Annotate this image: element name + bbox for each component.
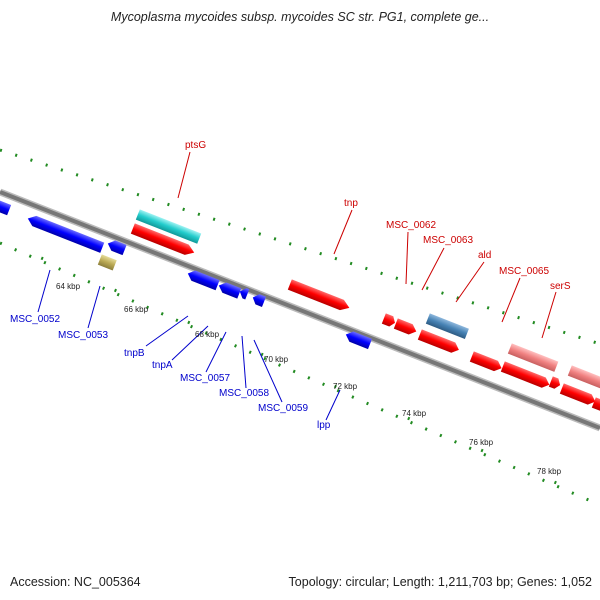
gene-serS-arrow[interactable] [559,383,598,406]
reverse-gene-labels: MSC_0052 MSC_0053 tnpB tnpA MSC_0057 MSC… [10,314,331,431]
genome-backbone [0,188,600,432]
tick-label-70: 70 kbp [264,355,289,364]
leader-msc-0065 [501,277,521,323]
leader-tnpB [145,315,189,347]
leader-lines [37,151,557,421]
leader-msc-0062 [405,231,409,285]
tick-label-74: 74 kbp [402,409,427,418]
gene-msc-0057-arrow[interactable] [238,286,250,300]
leader-msc-0052 [37,269,51,313]
inner-tick-track [0,241,600,507]
gene-lpp-arrow[interactable] [344,329,373,350]
gene-label-tnpA[interactable]: tnpA [152,360,173,371]
gene-label-serS[interactable]: serS [550,281,571,292]
gene-label-msc-0065[interactable]: MSC_0065 [499,266,549,277]
gene-msc-0062-arrow[interactable] [393,318,419,336]
leader-tnp [333,209,353,255]
gene-label-ald[interactable]: ald [478,250,491,261]
leader-ald [455,261,485,303]
gene-ald-arrow[interactable] [469,351,504,373]
gene-small-fwd-2[interactable] [548,376,562,390]
gene-msc-0053-arrow[interactable] [106,238,127,256]
accession-text: Accession: NC_005364 [10,575,141,589]
leader-msc-0057 [205,331,227,373]
feature-cyan-block[interactable] [135,209,202,244]
tick-tracks [0,148,600,507]
tick-label-76: 76 kbp [469,438,494,447]
gene-label-msc-0059[interactable]: MSC_0059 [258,403,308,414]
feature-olive-block[interactable] [97,254,117,271]
feature-pink-block-2[interactable] [567,365,600,391]
leader-msc-0053 [87,285,101,329]
gene-msc-0063-arrow[interactable] [417,329,461,355]
gene-msc-0058-arrow[interactable] [251,292,266,307]
feature-steelblue-block[interactable] [425,313,469,339]
leader-lpp [325,389,341,421]
leader-msc-0058 [241,335,247,389]
feature-pink-block-1[interactable] [507,343,559,372]
leader-ptsG [177,151,191,199]
gene-edge-rev[interactable] [0,200,12,216]
reverse-strand-genes [0,200,373,350]
gene-label-msc-0052[interactable]: MSC_0052 [10,314,60,325]
gene-ptsG-arrow[interactable] [130,223,196,257]
gene-label-msc-0063[interactable]: MSC_0063 [423,235,473,246]
leader-msc-0059 [253,339,283,403]
forward-gene-labels: ptsG tnp MSC_0062 MSC_0063 ald MSC_0065 … [185,140,571,292]
tick-label-78: 78 kbp [537,467,562,476]
tick-label-66: 66 kbp [124,305,149,314]
gene-tnp-arrow[interactable] [287,279,352,313]
leader-msc-0063 [421,247,445,291]
gene-label-msc-0058[interactable]: MSC_0058 [219,388,269,399]
gene-edge-fwd[interactable] [591,397,600,412]
tick-label-64: 64 kbp [56,282,81,291]
tick-label-68: 68 kbp [195,330,220,339]
genome-summary-text: Topology: circular; Length: 1,211,703 bp… [288,575,592,589]
gene-msc-0065-arrow[interactable] [500,361,552,390]
gene-label-msc-0062[interactable]: MSC_0062 [386,220,436,231]
map-title: Mycoplasma mycoides subsp. mycoides SC s… [110,10,490,24]
gene-tnpA-arrow[interactable] [217,280,242,299]
gene-small-fwd-1[interactable] [381,313,397,328]
gene-label-msc-0053[interactable]: MSC_0053 [58,330,108,341]
scale-tick-labels: 64 kbp 66 kbp 68 kbp 70 kbp 72 kbp 74 kb… [56,282,562,476]
leader-tnpA [171,325,209,361]
leader-serS [541,291,557,339]
gene-label-tnp[interactable]: tnp [344,198,358,209]
gene-label-msc-0057[interactable]: MSC_0057 [180,373,230,384]
gene-label-ptsG[interactable]: ptsG [185,140,206,151]
gene-tnpB-arrow[interactable] [186,268,220,291]
gene-msc-0052-arrow[interactable] [26,213,105,253]
gene-label-lpp[interactable]: lpp [317,420,331,431]
gene-label-tnpB[interactable]: tnpB [124,348,145,359]
tick-label-72: 72 kbp [333,382,358,391]
forward-strand-genes [130,209,600,412]
